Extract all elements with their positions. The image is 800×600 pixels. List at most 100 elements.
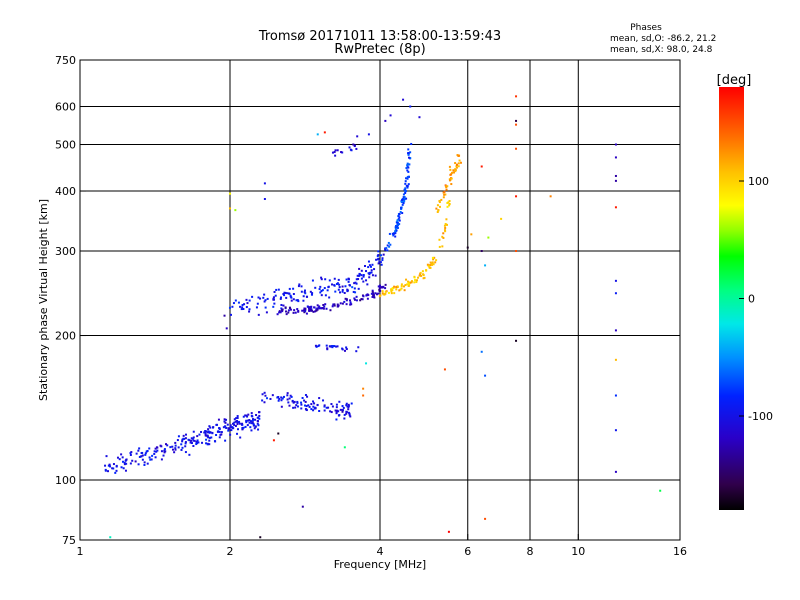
echo-point: [189, 441, 192, 444]
echo-point: [358, 267, 361, 270]
echo-point: [362, 274, 365, 277]
echo-point: [444, 184, 447, 187]
echo-point: [426, 263, 429, 266]
echo-point: [401, 203, 404, 206]
echo-point: [389, 243, 392, 246]
echo-point: [345, 303, 348, 306]
echo-point: [232, 422, 235, 425]
echo-point: [396, 223, 399, 226]
echo-point: [420, 274, 423, 277]
echo-point: [448, 200, 451, 203]
echo-point: [292, 298, 295, 301]
echo-point: [449, 173, 452, 176]
echo-point: [319, 285, 322, 288]
echo-point: [480, 165, 483, 168]
echo-point: [438, 201, 441, 204]
echo-point: [227, 427, 230, 430]
echo-point: [345, 298, 348, 301]
echo-point: [405, 278, 408, 281]
echo-point: [242, 415, 245, 418]
echo-point: [406, 169, 409, 172]
echo-point: [325, 406, 328, 409]
echo-point: [337, 278, 340, 281]
echo-point: [384, 283, 387, 286]
echo-point: [415, 279, 418, 282]
echo-point: [515, 123, 518, 126]
echo-point: [379, 261, 382, 264]
echo-point: [406, 185, 409, 188]
echo-point: [236, 432, 239, 435]
echo-point: [442, 196, 445, 199]
echo-point: [332, 303, 335, 306]
echo-point: [353, 298, 356, 301]
echo-point: [443, 193, 446, 196]
echo-point: [331, 346, 334, 349]
echo-point: [377, 262, 380, 265]
echo-point: [314, 406, 317, 409]
echo-point: [347, 280, 350, 283]
echo-point: [304, 400, 307, 403]
echo-point: [353, 287, 356, 290]
echo-point: [422, 277, 425, 280]
echo-point: [229, 207, 231, 210]
echo-point: [405, 177, 408, 180]
echo-point: [357, 278, 360, 281]
echo-point: [263, 300, 266, 303]
echo-point: [226, 423, 229, 426]
echo-point: [233, 423, 236, 426]
echo-point: [292, 401, 295, 404]
echo-point: [280, 296, 283, 299]
echo-point: [614, 329, 617, 332]
echo-point: [284, 306, 287, 309]
echo-point: [125, 462, 128, 465]
echo-point: [252, 418, 255, 421]
echo-point: [233, 418, 236, 421]
echo-point: [347, 277, 350, 280]
echo-point: [413, 275, 416, 278]
echo-point: [362, 387, 365, 390]
phases-o-stats: mean, sd,O: -86.2, 21.2: [610, 34, 716, 44]
echo-point: [341, 409, 344, 412]
echo-point: [236, 423, 239, 426]
echo-point: [446, 185, 449, 188]
echo-point: [236, 417, 239, 420]
echo-point: [297, 300, 300, 303]
echo-point: [370, 269, 373, 272]
echo-point: [217, 418, 220, 421]
echo-point: [341, 410, 344, 413]
echo-point: [459, 161, 462, 164]
echo-point: [380, 263, 383, 266]
echo-point: [276, 396, 279, 399]
echo-point: [257, 411, 260, 414]
echo-point: [386, 244, 389, 247]
echo-point: [242, 426, 245, 429]
echo-point: [400, 287, 403, 290]
echo-point: [336, 305, 339, 308]
echo-point: [367, 260, 370, 263]
echo-point: [258, 417, 261, 420]
y-tick-label: 75: [62, 534, 76, 547]
echo-point: [206, 434, 209, 437]
echo-point: [355, 282, 358, 285]
echo-point: [331, 283, 334, 286]
echo-point: [381, 259, 384, 262]
echo-point: [409, 151, 412, 154]
echo-point: [234, 209, 237, 212]
echo-point: [204, 431, 207, 434]
echo-point: [218, 430, 221, 433]
echo-point: [238, 422, 241, 425]
echo-point: [429, 264, 432, 267]
echo-point: [141, 454, 144, 457]
y-tick-label: 600: [55, 101, 76, 114]
echo-point: [345, 346, 348, 349]
echo-point: [192, 430, 195, 433]
echo-point: [614, 206, 617, 209]
echo-point: [246, 415, 249, 418]
echo-point: [257, 424, 260, 427]
echo-point: [365, 270, 368, 273]
echo-point: [337, 288, 340, 291]
echo-point: [308, 309, 311, 312]
echo-point: [205, 438, 208, 441]
echo-point: [442, 232, 445, 235]
echo-point: [367, 266, 370, 269]
